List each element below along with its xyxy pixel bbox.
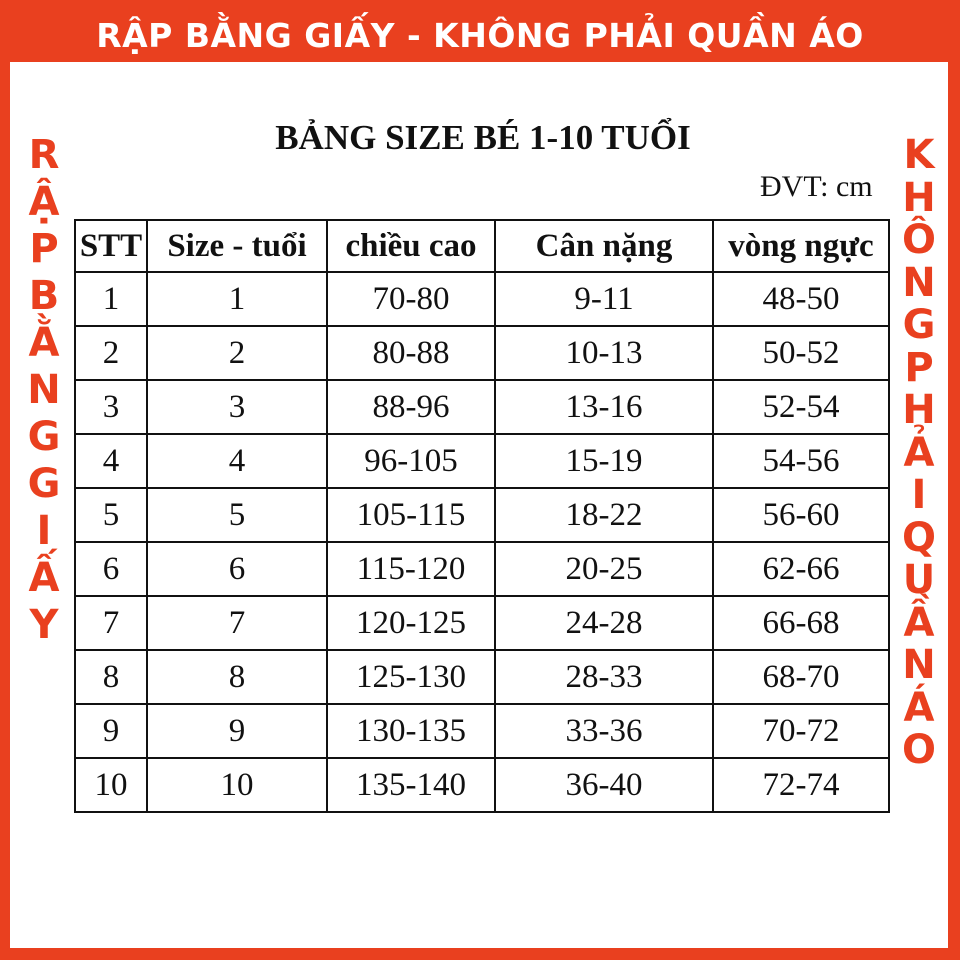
table-cell: 96-105 bbox=[326, 433, 496, 489]
table-cell: 70-72 bbox=[712, 703, 890, 759]
table-cell: 10 bbox=[74, 757, 148, 813]
watermark-letter: G bbox=[27, 414, 61, 460]
size-chart-sheet: BẢNG SIZE BÉ 1-10 TUỔI ĐVT: cm STT Size -… bbox=[10, 62, 948, 948]
watermark-letter: G bbox=[27, 461, 61, 507]
watermark-letter: Ầ bbox=[903, 599, 935, 646]
watermark-letter: P bbox=[29, 226, 59, 272]
column-header: Size - tuổi bbox=[146, 219, 328, 273]
table-cell: 70-80 bbox=[326, 271, 496, 327]
watermark-letter: U bbox=[902, 557, 936, 603]
table-cell: 5 bbox=[74, 487, 148, 543]
table-cell: 9-11 bbox=[494, 271, 714, 327]
table-cell: 36-40 bbox=[494, 757, 714, 813]
watermark-letter: Ô bbox=[901, 217, 936, 263]
table-cell: 50-52 bbox=[712, 325, 890, 381]
watermark-letter: Ậ bbox=[28, 179, 60, 225]
size-table: STT Size - tuổi chiều cao Cân nặng vòng ngực… bbox=[74, 219, 890, 813]
table-cell: 80-88 bbox=[326, 325, 496, 381]
column-header: vòng ngực bbox=[712, 219, 890, 273]
table-cell: 6 bbox=[74, 541, 148, 597]
watermark-letter: R bbox=[28, 132, 60, 178]
table-row: 3 3 88-96 13-16 52-54 bbox=[74, 379, 890, 435]
table-row: 10 10 135-140 36-40 72-74 bbox=[74, 757, 890, 813]
watermark-letter: P bbox=[904, 344, 934, 391]
watermark-letter: N bbox=[902, 642, 936, 688]
table-cell: 72-74 bbox=[712, 757, 890, 813]
table-cell: 5 bbox=[146, 487, 328, 543]
table-cell: 4 bbox=[146, 433, 328, 489]
table-cell: 4 bbox=[74, 433, 148, 489]
watermark-letter: O bbox=[901, 727, 936, 773]
table-cell: 13-16 bbox=[494, 379, 714, 435]
table-cell: 120-125 bbox=[326, 595, 496, 651]
table-cell: 28-33 bbox=[494, 649, 714, 705]
column-header: STT bbox=[74, 219, 148, 273]
table-cell: 24-28 bbox=[494, 595, 714, 651]
table-cell: 62-66 bbox=[712, 541, 890, 597]
table-cell: 88-96 bbox=[326, 379, 496, 435]
table-cell: 2 bbox=[74, 325, 148, 381]
table-cell: 1 bbox=[74, 271, 148, 327]
watermark-letter: Á bbox=[903, 684, 935, 731]
table-cell: 9 bbox=[74, 703, 148, 759]
table-cell: 1 bbox=[146, 271, 328, 327]
table-cell: 33-36 bbox=[494, 703, 714, 759]
table-cell: 6 bbox=[146, 541, 328, 597]
unit-label: ĐVT: cm bbox=[760, 170, 873, 203]
chart-title: BẢNG SIZE BÉ 1-10 TUỔI bbox=[275, 118, 691, 157]
watermark-letter: I bbox=[911, 472, 927, 518]
table-cell: 3 bbox=[74, 379, 148, 435]
table-cell: 52-54 bbox=[712, 379, 890, 435]
table-cell: 3 bbox=[146, 379, 328, 435]
table-cell: 56-60 bbox=[712, 487, 890, 543]
watermark-letter: H bbox=[902, 174, 936, 221]
column-header: Cân nặng bbox=[494, 219, 714, 273]
watermark-letter: Y bbox=[29, 602, 59, 648]
table-cell: 15-19 bbox=[494, 433, 714, 489]
watermark-letter: N bbox=[27, 367, 61, 413]
watermark-letter: Ả bbox=[903, 429, 935, 476]
table-cell: 18-22 bbox=[494, 487, 714, 543]
table-cell: 125-130 bbox=[326, 649, 496, 705]
table-row: 2 2 80-88 10-13 50-52 bbox=[74, 325, 890, 381]
table-cell: 7 bbox=[74, 595, 148, 651]
table-cell: 130-135 bbox=[326, 703, 496, 759]
table-cell: 54-56 bbox=[712, 433, 890, 489]
watermark-letter: I bbox=[36, 508, 52, 554]
watermark-letter: H bbox=[902, 387, 936, 433]
table-cell: 10 bbox=[146, 757, 328, 813]
table-cell: 105-115 bbox=[326, 487, 496, 543]
table-cell: 66-68 bbox=[712, 595, 890, 651]
table-row: 5 5 105-115 18-22 56-60 bbox=[74, 487, 890, 543]
table-row: 9 9 130-135 33-36 70-72 bbox=[74, 703, 890, 759]
top-banner: RẬP BẰNG GIẤY - KHÔNG PHẢI QUẦN ÁO bbox=[96, 16, 864, 55]
table-cell: 135-140 bbox=[326, 757, 496, 813]
table-header-row: STT Size - tuổi chiều cao Cân nặng vòng ngực bbox=[74, 219, 890, 273]
table-cell: 115-120 bbox=[326, 541, 496, 597]
table-cell: 8 bbox=[146, 649, 328, 705]
table-row: 4 4 96-105 15-19 54-56 bbox=[74, 433, 890, 489]
table-cell: 10-13 bbox=[494, 325, 714, 381]
table-row: 6 6 115-120 20-25 62-66 bbox=[74, 541, 890, 597]
table-cell: 48-50 bbox=[712, 271, 890, 327]
table-row: 8 8 125-130 28-33 68-70 bbox=[74, 649, 890, 705]
watermark-letter: K bbox=[903, 132, 935, 178]
table-cell: 20-25 bbox=[494, 541, 714, 597]
table-row: 7 7 120-125 24-28 66-68 bbox=[74, 595, 890, 651]
table-cell: 68-70 bbox=[712, 649, 890, 705]
column-header: chiều cao bbox=[326, 219, 496, 273]
watermark-letter: Ằ bbox=[28, 320, 60, 366]
table-cell: 8 bbox=[74, 649, 148, 705]
table-cell: 9 bbox=[146, 703, 328, 759]
watermark-letter: Ấ bbox=[28, 555, 60, 601]
watermark-letter: Q bbox=[901, 514, 936, 561]
table-cell: 7 bbox=[146, 595, 328, 651]
watermark-letter: N bbox=[902, 259, 936, 306]
watermark-letter: G bbox=[902, 302, 936, 348]
table-cell: 2 bbox=[146, 325, 328, 381]
table-row: 1 1 70-80 9-11 48-50 bbox=[74, 271, 890, 327]
watermark-letter: B bbox=[28, 273, 60, 319]
